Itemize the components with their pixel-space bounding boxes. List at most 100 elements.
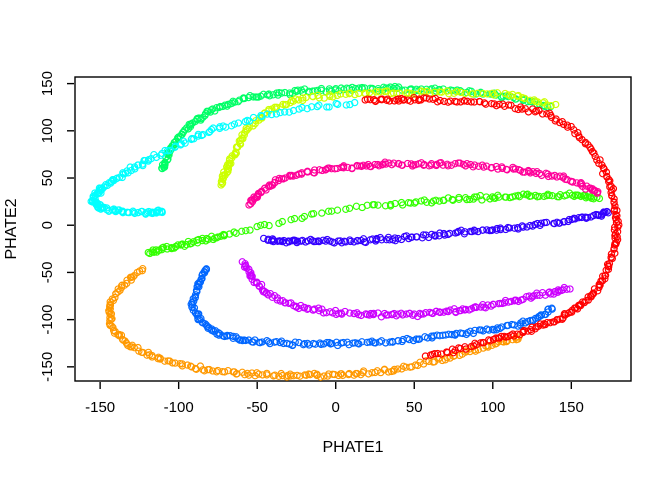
data-point	[480, 99, 489, 107]
data-point	[332, 338, 341, 346]
data-point	[452, 308, 460, 316]
data-point	[218, 179, 227, 187]
series-violet	[238, 258, 574, 321]
data-point	[258, 371, 267, 379]
data-point	[272, 338, 281, 346]
data-point	[471, 303, 480, 311]
data-point	[384, 368, 393, 376]
data-point	[470, 226, 478, 234]
data-point	[257, 221, 265, 229]
data-point	[469, 90, 477, 98]
data-point	[505, 224, 514, 232]
data-point	[375, 88, 384, 96]
data-point	[145, 207, 153, 216]
data-point	[281, 108, 289, 116]
y-tick-label: -50	[39, 262, 56, 284]
data-point	[472, 303, 480, 312]
y-tick-label: -150	[39, 352, 56, 382]
data-point	[420, 94, 428, 102]
data-point	[537, 219, 545, 227]
data-point	[456, 159, 464, 167]
data-point	[399, 311, 407, 319]
data-point	[489, 300, 497, 308]
data-point	[394, 337, 402, 345]
data-point	[482, 162, 491, 170]
data-point	[441, 356, 450, 364]
data-point	[490, 100, 498, 108]
data-point	[513, 92, 522, 100]
data-point	[158, 149, 166, 158]
data-point	[528, 293, 537, 301]
data-point	[451, 160, 459, 168]
data-point	[422, 94, 430, 102]
data-point	[365, 311, 374, 319]
data-point	[278, 371, 287, 380]
data-point	[548, 172, 556, 180]
data-point	[474, 227, 482, 236]
data-point	[213, 234, 221, 242]
data-point	[159, 243, 168, 251]
data-point	[371, 368, 379, 377]
data-point	[134, 343, 142, 352]
data-point	[107, 310, 116, 318]
data-point	[318, 305, 326, 313]
data-point	[532, 107, 540, 115]
data-point	[317, 84, 326, 93]
data-point	[372, 88, 380, 96]
data-point	[194, 280, 202, 288]
data-point	[584, 293, 592, 301]
data-point	[603, 207, 611, 216]
data-point	[342, 101, 350, 109]
data-point	[407, 85, 415, 93]
data-point	[108, 322, 116, 330]
data-point	[200, 367, 209, 375]
data-point	[381, 202, 390, 210]
data-point	[262, 289, 271, 297]
data-point	[531, 191, 540, 200]
data-point	[578, 213, 586, 221]
data-point	[342, 238, 350, 246]
data-point	[390, 365, 399, 374]
data-point	[552, 100, 560, 109]
data-point	[548, 304, 556, 312]
data-point	[220, 368, 229, 376]
data-point	[470, 98, 478, 106]
data-point	[280, 236, 288, 245]
data-point	[131, 209, 139, 218]
data-point	[474, 346, 482, 354]
data-point	[299, 94, 307, 102]
data-point	[504, 101, 513, 109]
data-point	[417, 310, 425, 318]
data-point	[432, 196, 440, 204]
data-point	[444, 307, 452, 316]
data-point	[198, 271, 206, 280]
data-point	[265, 221, 273, 230]
data-point	[531, 108, 539, 116]
data-point	[187, 135, 196, 144]
data-point	[426, 351, 435, 359]
data-point	[216, 102, 224, 111]
data-point	[258, 112, 266, 121]
y-tick-label: -100	[39, 305, 56, 335]
data-point	[591, 152, 599, 161]
data-point	[409, 311, 417, 319]
data-point	[408, 162, 417, 170]
data-point	[367, 162, 375, 171]
data-point	[171, 143, 179, 151]
data-point	[397, 309, 405, 317]
data-point	[563, 285, 571, 293]
data-point	[421, 352, 430, 360]
data-point	[114, 331, 122, 339]
x-tick-label: 150	[559, 399, 584, 416]
data-point	[373, 234, 381, 243]
data-point	[547, 102, 555, 110]
data-point	[323, 338, 331, 347]
data-point	[469, 163, 477, 171]
data-point	[276, 108, 284, 117]
data-point	[364, 370, 373, 378]
data-point	[487, 100, 496, 108]
data-point	[457, 88, 465, 97]
data-point	[461, 194, 470, 202]
data-point	[574, 129, 582, 137]
data-point	[361, 89, 369, 97]
